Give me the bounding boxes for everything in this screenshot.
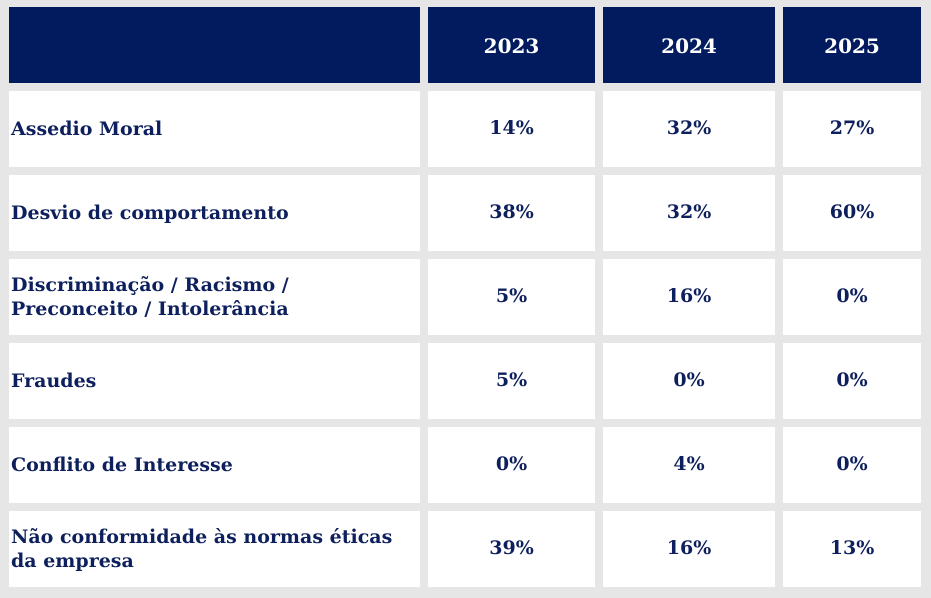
cell-desvio-2024: 32% <box>603 175 775 251</box>
cell-conflito-2025: 0% <box>783 427 921 503</box>
cell-fraudes-2025: 0% <box>783 343 921 419</box>
cell-discriminacao-2023: 5% <box>428 259 595 335</box>
row-label-nao-conformidade: Não conformidade às normas éticas da emp… <box>9 511 420 587</box>
row-label-conflito-de-interesse: Conflito de Interesse <box>9 427 420 503</box>
row-label-fraudes: Fraudes <box>9 343 420 419</box>
cell-fraudes-2023: 5% <box>428 343 595 419</box>
row-label-desvio-de-comportamento: Desvio de comportamento <box>9 175 420 251</box>
cell-discriminacao-2025: 0% <box>783 259 921 335</box>
row-label-assedio-moral: Assedio Moral <box>9 91 420 167</box>
cell-assedio-moral-2025: 27% <box>783 91 921 167</box>
cell-fraudes-2024: 0% <box>603 343 775 419</box>
cell-assedio-moral-2023: 14% <box>428 91 595 167</box>
cell-conflito-2023: 0% <box>428 427 595 503</box>
cell-nao-conformidade-2023: 39% <box>428 511 595 587</box>
cell-conflito-2024: 4% <box>603 427 775 503</box>
cell-nao-conformidade-2024: 16% <box>603 511 775 587</box>
header-corner-cell <box>9 7 420 83</box>
header-cell-2023: 2023 <box>428 7 595 83</box>
cell-assedio-moral-2024: 32% <box>603 91 775 167</box>
cell-desvio-2025: 60% <box>783 175 921 251</box>
header-cell-2024: 2024 <box>603 7 775 83</box>
cell-nao-conformidade-2025: 13% <box>783 511 921 587</box>
cell-discriminacao-2024: 16% <box>603 259 775 335</box>
row-label-discriminacao: Discriminação / Racismo / Preconceito / … <box>9 259 420 335</box>
cell-desvio-2023: 38% <box>428 175 595 251</box>
header-cell-2025: 2025 <box>783 7 921 83</box>
